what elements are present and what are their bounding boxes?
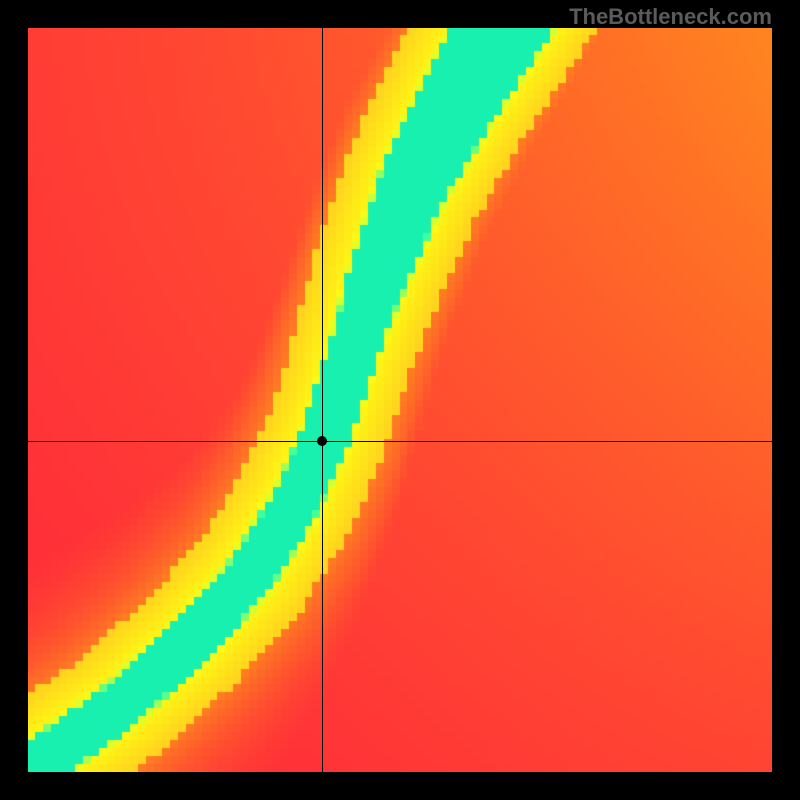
watermark-text: TheBottleneck.com bbox=[569, 4, 772, 30]
chart-area bbox=[28, 28, 772, 772]
chart-container: TheBottleneck.com bbox=[0, 0, 800, 800]
crosshair-horizontal bbox=[28, 441, 772, 442]
heatmap-canvas bbox=[28, 28, 772, 772]
data-point bbox=[317, 436, 327, 446]
crosshair-vertical bbox=[322, 28, 323, 772]
